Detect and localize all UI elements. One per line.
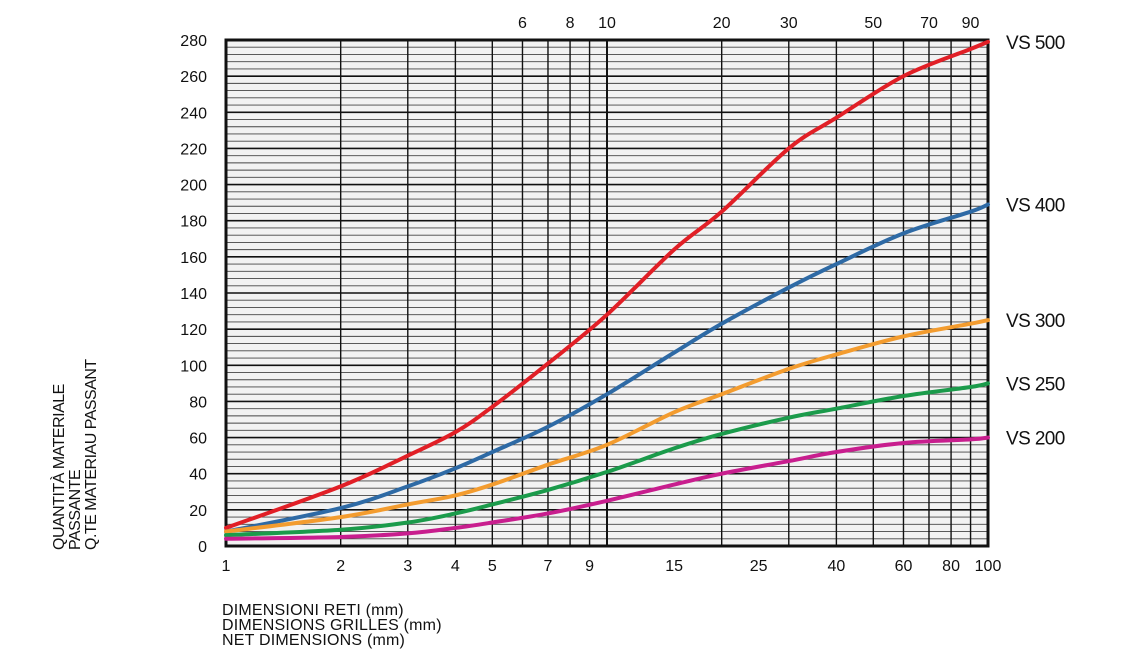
x-tick-label-bottom: 3 (403, 558, 412, 575)
y-tick-label: 140 (180, 286, 207, 303)
x-tick-label-top: 50 (864, 15, 882, 32)
x-tick-label-bottom: 40 (827, 558, 845, 575)
y-axis-label: QUANTITÀ MATERIALE PASSANTE Q.TE MATERIA… (49, 359, 100, 550)
y-tick-label: 240 (180, 105, 207, 122)
x-axis-label: DIMENSIONI RETI (mm) DIMENSIONS GRILLES … (222, 602, 442, 649)
series-line-vs-250 (224, 381, 990, 538)
y-tick-label: 80 (189, 394, 207, 411)
series-label-vs-300: VS 300 (1006, 311, 1065, 332)
y-tick-label: 260 (180, 69, 207, 86)
x-tick-label-top: 30 (780, 15, 798, 32)
x-tick-label-top: 70 (920, 15, 938, 32)
x-tick-label-top: 6 (518, 15, 527, 32)
y-tick-label: 60 (189, 431, 207, 448)
x-axis-ticks-bottom: 1 2 3 4 5 7 9 15 25 40 60 80 100 (222, 558, 1002, 575)
x-tick-label-bottom: 25 (750, 558, 768, 575)
y-tick-label: 120 (180, 322, 207, 339)
y-tick-label: 200 (180, 178, 207, 195)
x-tick-label-bottom: 60 (895, 558, 913, 575)
x-tick-label-bottom: 5 (488, 558, 497, 575)
x-tick-label-top: 20 (713, 15, 731, 32)
y-axis-ticks: 0 20 40 60 80 100 120 140 160 180 200 220 240 260 280 (180, 33, 207, 556)
x-tick-label-top: 10 (598, 15, 616, 32)
plot-frame (224, 38, 990, 548)
series-label-vs-500: VS 500 (1006, 33, 1065, 54)
series-label-vs-200: VS 200 (1006, 429, 1065, 450)
series-line-vs-300 (224, 318, 990, 534)
grid-major (226, 75, 988, 511)
y-axis-label-line-1: QUANTITÀ MATERIALE (49, 384, 68, 550)
y-tick-label: 40 (189, 467, 207, 484)
y-tick-label: 180 (180, 214, 207, 231)
y-axis-label-line-2: PASSANTE (67, 470, 84, 550)
y-axis-label-line-3: Q.TE MATERIAU PASSANT (83, 359, 100, 550)
series-labels: VS 500 VS 400 VS 300 VS 250 VS 200 (1006, 33, 1065, 450)
x-tick-label-bottom: 7 (544, 558, 553, 575)
x-axis-label-line-3: NET DIMENSIONS (mm) (222, 632, 406, 649)
x-tick-label-bottom: 15 (665, 558, 683, 575)
x-tick-label-bottom: 1 (222, 558, 231, 575)
x-tick-label-bottom: 2 (336, 558, 345, 575)
y-tick-label: 100 (180, 358, 207, 375)
y-tick-label: 160 (180, 250, 207, 267)
y-tick-label: 20 (189, 503, 207, 520)
y-tick-label: 280 (180, 33, 207, 50)
x-tick-label-bottom: 100 (975, 558, 1002, 575)
series-label-vs-400: VS 400 (1006, 195, 1065, 216)
x-axis-label-line-1: DIMENSIONI RETI (mm) (222, 602, 404, 619)
x-tick-label-top: 90 (962, 15, 980, 32)
series-label-vs-250: VS 250 (1006, 374, 1065, 395)
x-tick-label-bottom: 9 (585, 558, 594, 575)
series-line-vs-200 (224, 435, 990, 541)
x-axis-label-line-2: DIMENSIONS GRILLES (mm) (222, 617, 442, 634)
series-lines (224, 39, 990, 541)
y-tick-label: 0 (198, 539, 207, 556)
x-tick-label-top: 8 (566, 15, 575, 32)
x-tick-label-bottom: 80 (942, 558, 960, 575)
y-tick-label: 220 (180, 141, 207, 158)
x-axis-ticks-top: 6 8 10 20 30 50 70 90 (518, 15, 980, 32)
x-tick-label-bottom: 4 (451, 558, 460, 575)
series-line-vs-400 (224, 202, 990, 534)
series-line-vs-500 (224, 39, 990, 530)
